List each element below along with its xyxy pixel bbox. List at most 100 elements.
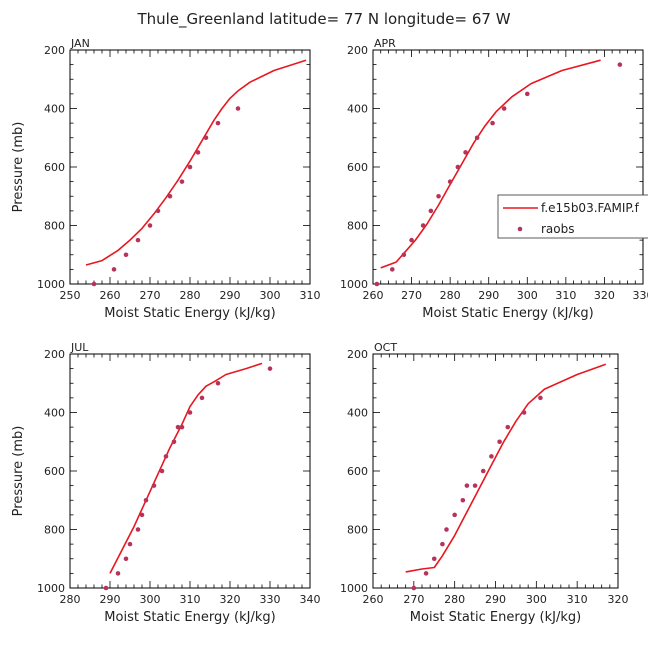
y-tick-label: 200: [347, 44, 368, 57]
y-tick-label: 600: [347, 161, 368, 174]
obs-point: [215, 120, 221, 126]
obs-point: [115, 571, 121, 576]
obs-point: [389, 267, 395, 272]
x-tick-label: 340: [300, 593, 321, 606]
plot-frame: [69, 353, 311, 589]
obs-point: [409, 237, 414, 243]
x-tick-label: 260: [100, 289, 121, 302]
obs-point: [464, 483, 470, 488]
x-tick-label: 310: [180, 593, 201, 606]
x-tick-label: 270: [403, 593, 424, 606]
obs-point: [147, 223, 153, 228]
obs-point: [171, 439, 177, 445]
y-tick-label: 600: [347, 465, 368, 478]
x-axis-label: Moist Static Energy (kJ/kg): [104, 610, 275, 625]
obs-point: [91, 281, 97, 287]
legend-obs-label: raobs: [541, 222, 575, 236]
obs-point: [199, 395, 205, 401]
plot-frame: [372, 353, 619, 589]
x-tick-label: 280: [440, 289, 461, 302]
obs-point: [420, 223, 426, 228]
panel-label: JAN: [70, 37, 90, 50]
obs-point: [617, 62, 623, 67]
x-tick-label: 310: [300, 289, 321, 302]
obs-point: [123, 252, 129, 258]
x-tick-label: 300: [260, 289, 281, 302]
x-tick-label: 330: [633, 289, 648, 302]
obs-point: [401, 252, 407, 258]
y-tick-label: 400: [347, 407, 368, 420]
obs-point: [538, 395, 543, 401]
y-tick-label: 800: [44, 220, 65, 233]
obs-point: [480, 468, 486, 474]
obs-point: [139, 512, 145, 518]
obs-point: [135, 237, 141, 243]
obs-point: [195, 150, 201, 155]
y-tick-label: 1000: [340, 582, 368, 595]
obs-point: [235, 106, 241, 111]
obs-point: [460, 497, 466, 503]
obs-point: [163, 454, 169, 459]
obs-point: [411, 585, 417, 591]
obs-point: [444, 527, 449, 532]
obs-point: [123, 556, 129, 562]
legend-model-label: f.e15b03.FAMIP.f: [541, 201, 640, 215]
obs-point: [151, 483, 157, 488]
obs-point: [505, 424, 511, 430]
y-tick-label: 800: [347, 524, 368, 537]
y-tick-label: 400: [44, 103, 65, 116]
obs-point: [436, 193, 441, 199]
obs-point: [474, 135, 480, 141]
x-tick-label: 320: [594, 289, 615, 302]
x-tick-label: 300: [517, 289, 538, 302]
y-tick-label: 800: [44, 524, 65, 537]
obs-point: [127, 541, 133, 547]
obs-point: [267, 366, 273, 371]
legend: f.e15b03.FAMIP.f raobs: [497, 194, 648, 239]
model-series-line: [85, 59, 307, 266]
obs-point: [103, 585, 109, 591]
y-tick-label: 400: [44, 407, 65, 420]
x-tick-label: 260: [363, 289, 384, 302]
panel-oct: OCT 260 270 280 290 300 310 320 200 400 600 800 1000…: [340, 341, 629, 625]
x-tick-label: 310: [567, 593, 588, 606]
legend-box: [497, 194, 648, 239]
x-tick-label: 310: [555, 289, 576, 302]
x-tick-label: 290: [100, 593, 121, 606]
obs-point: [167, 193, 173, 199]
panel-label: OCT: [374, 341, 397, 354]
obs-point: [111, 267, 117, 272]
y-tick-label: 600: [44, 161, 65, 174]
obs-point: [490, 120, 495, 126]
obs-point: [423, 571, 429, 576]
x-tick-label: 330: [260, 593, 281, 606]
obs-point: [374, 281, 380, 287]
obs-point: [501, 106, 507, 111]
model-series-line: [405, 363, 607, 573]
x-tick-label: 270: [401, 289, 422, 302]
x-tick-label: 260: [363, 593, 384, 606]
obs-point: [463, 150, 468, 155]
obs-point: [428, 208, 434, 214]
x-axis-label: Moist Static Energy (kJ/kg): [422, 306, 593, 321]
legend-obs-marker: [517, 226, 523, 232]
x-tick-label: 280: [180, 289, 201, 302]
obs-point: [135, 527, 141, 532]
obs-point: [431, 556, 437, 562]
obs-point: [159, 468, 165, 474]
figure-title: Thule_Greenland latitude= 77 N longitude…: [136, 10, 510, 29]
obs-point: [452, 512, 457, 518]
obs-point: [455, 164, 461, 170]
y-axis-label: Pressure (mb): [11, 122, 26, 213]
obs-point: [179, 424, 185, 430]
x-axis-label: Moist Static Energy (kJ/kg): [410, 610, 581, 625]
panel-label: APR: [374, 37, 396, 50]
y-tick-label: 200: [44, 44, 65, 57]
x-tick-label: 270: [140, 289, 161, 302]
x-tick-label: 290: [485, 593, 506, 606]
x-tick-label: 300: [526, 593, 547, 606]
obs-point: [215, 380, 221, 386]
x-tick-label: 280: [444, 593, 465, 606]
x-axis-label: Moist Static Energy (kJ/kg): [104, 306, 275, 321]
